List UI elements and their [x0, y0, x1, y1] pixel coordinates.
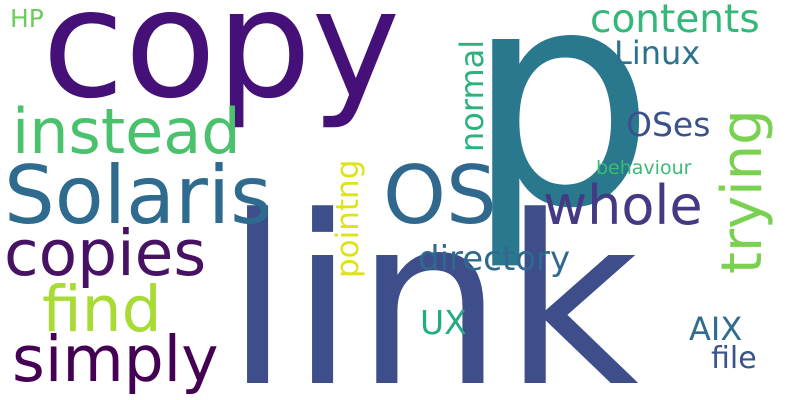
- word-linux: Linux: [614, 34, 701, 72]
- word-os: OS: [383, 149, 497, 242]
- word-hp: HP: [10, 4, 44, 33]
- word-find: find: [42, 273, 162, 346]
- word-behaviour: behaviour: [596, 157, 692, 179]
- word-pointng: pointng: [330, 159, 366, 278]
- word-aix: AIX: [689, 310, 743, 348]
- word-copies: copies: [4, 217, 207, 290]
- word-p: p: [465, 0, 656, 274]
- word-contents: contents: [590, 0, 760, 42]
- word-oses: OSes: [626, 105, 711, 144]
- word-instead: instead: [12, 95, 241, 168]
- word-whole: whole: [543, 174, 703, 237]
- word-directory: directory: [418, 239, 571, 279]
- word-normal: normal: [453, 39, 491, 152]
- word-link: link: [225, 167, 639, 400]
- word-file: file: [711, 341, 757, 376]
- word-copy: copy: [42, 0, 401, 132]
- word-ux: UX: [420, 303, 467, 342]
- word-solaris: Solaris: [4, 149, 272, 242]
- word-trying: trying: [710, 109, 775, 274]
- word-simply: simply: [12, 323, 219, 396]
